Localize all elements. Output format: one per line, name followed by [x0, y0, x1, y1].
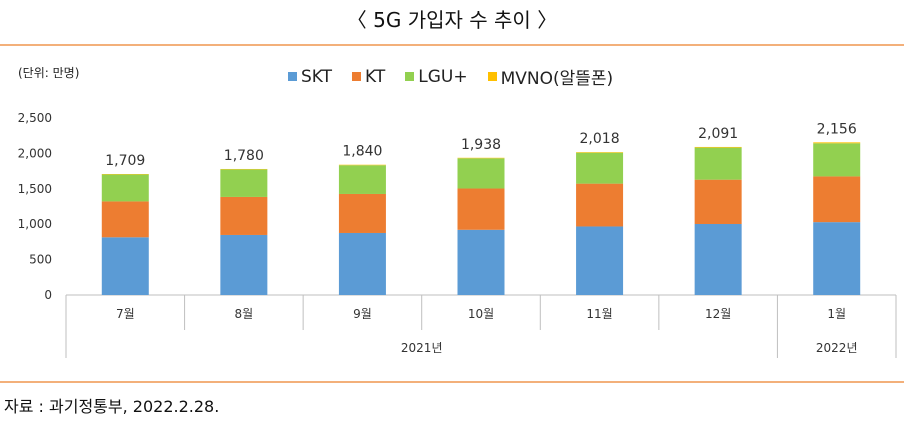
legend-item-lgu: LGU+: [405, 66, 468, 87]
bar-mvno: [813, 142, 861, 144]
legend-item-skt: SKT: [288, 67, 332, 87]
bar-lgu: [338, 165, 386, 194]
y-tick-label: 0: [44, 288, 52, 302]
x-tick-label: 1월: [827, 307, 846, 321]
y-tick-label: 2,000: [18, 146, 52, 160]
legend-swatch-kt: [352, 72, 362, 81]
bar-skt: [338, 232, 386, 295]
y-tick-label: 500: [29, 253, 52, 267]
bottom-divider: [0, 381, 904, 383]
total-label: 2,091: [698, 126, 738, 142]
group-label: 2022년: [816, 341, 858, 355]
bar-lgu: [220, 169, 268, 197]
y-tick-label: 2,500: [18, 111, 52, 125]
chart-title: 〈 5G 가입자 수 추이 〉: [346, 8, 558, 32]
x-tick-label: 7월: [116, 307, 135, 321]
bar-mvno: [576, 152, 624, 153]
bar-lgu: [576, 152, 624, 184]
x-tick-label: 8월: [235, 307, 254, 321]
bar-kt: [457, 188, 505, 230]
bar-lgu: [101, 174, 149, 202]
legend-label-lgu: LGU+: [418, 66, 468, 87]
legend-label-mvno: MVNO(알뜰폰): [500, 69, 614, 89]
total-label: 1,780: [224, 148, 264, 164]
bar-lgu: [457, 158, 505, 189]
bar-skt: [220, 234, 268, 295]
bar-kt: [338, 193, 386, 233]
x-tick-label: 12월: [705, 307, 731, 321]
group-label: 2021년: [401, 341, 443, 355]
legend-label-kt: KT: [365, 66, 386, 87]
total-label: 2,156: [817, 121, 857, 137]
bar-lgu: [694, 147, 742, 180]
top-divider: [0, 44, 904, 46]
bar-kt: [576, 183, 624, 227]
total-label: 1,938: [461, 137, 501, 153]
total-label: 1,709: [105, 153, 145, 169]
legend-item-kt: KT: [352, 67, 385, 87]
y-tick-label: 1,000: [18, 217, 52, 231]
bar-lgu: [813, 143, 861, 177]
bar-skt: [813, 222, 861, 295]
x-tick-label: 9월: [353, 307, 372, 321]
x-tick-label: 11월: [586, 307, 612, 321]
legend-swatch-lgu: [405, 72, 415, 81]
bar-kt: [694, 179, 742, 224]
legend-label-skt: SKT: [301, 66, 333, 87]
bar-kt: [101, 201, 149, 238]
legend-swatch-mvno: [487, 72, 497, 81]
bar-kt: [813, 176, 861, 223]
source-note: 자료 : 과기정통부, 2022.2.28.: [4, 397, 220, 416]
bar-skt: [101, 237, 149, 295]
bar-skt: [576, 226, 624, 295]
legend-item-mvno: MVNO(알뜰폰): [487, 64, 614, 89]
x-tick-label: 10월: [468, 307, 494, 321]
legend: SKT KT LGU+ MVNO(알뜰폰): [288, 64, 633, 89]
bar-mvno: [694, 146, 742, 148]
total-label: 1,840: [342, 144, 382, 160]
total-label: 2,018: [580, 131, 620, 147]
bar-skt: [457, 229, 505, 295]
y-tick-label: 1,500: [18, 182, 52, 196]
bar-skt: [694, 223, 742, 295]
bar-kt: [220, 196, 268, 235]
unit-label: (단위: 만명): [18, 66, 80, 80]
legend-swatch-skt: [288, 72, 297, 81]
